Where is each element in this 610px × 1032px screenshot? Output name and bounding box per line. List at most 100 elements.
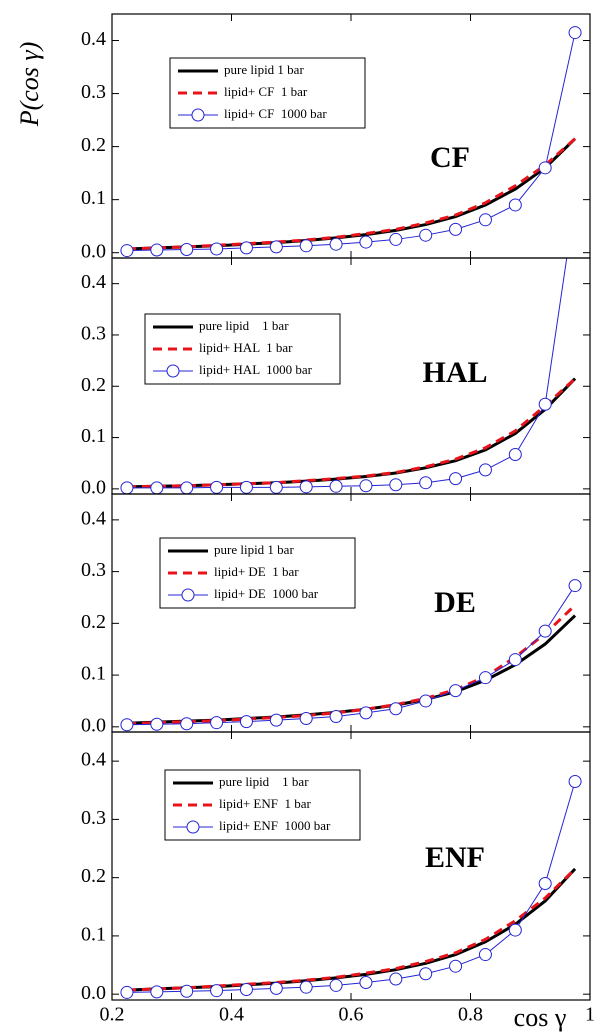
panel: 0.0 0.1 0.2 0.3 0.4 0.2 0.4 0.6 0.8 1 pure lipid 1… bbox=[81, 731, 595, 1032]
panel-annotation: ENF bbox=[425, 841, 485, 874]
series-line bbox=[126, 377, 577, 489]
y-tick-label: 0.2 bbox=[81, 611, 106, 633]
legend-label: lipid+ HAL 1000 bar bbox=[199, 362, 313, 377]
plot-frame bbox=[111, 731, 591, 1001]
data-point bbox=[180, 984, 194, 998]
y-tick-label: 0.4 bbox=[81, 749, 106, 771]
plot-frame bbox=[111, 493, 591, 733]
x-axis-label: cos γ bbox=[514, 1003, 567, 1032]
data-point bbox=[180, 481, 194, 494]
data-point bbox=[299, 480, 313, 494]
series-line bbox=[126, 32, 576, 252]
data-point bbox=[120, 244, 134, 258]
data-point bbox=[419, 228, 433, 242]
panel: 0.0 0.1 0.2 0.3 0.4 pure lipid 1 bar lipid+ CF… bbox=[15, 13, 591, 262]
data-point bbox=[180, 717, 194, 731]
legend-label: pure lipid 1 bar bbox=[219, 774, 309, 789]
legend: pure lipid 1 bar lipid+ DE 1 bar lipid+ DE… bbox=[159, 537, 356, 609]
legend-marker bbox=[186, 820, 200, 834]
series-line bbox=[126, 604, 577, 726]
data-point bbox=[299, 239, 313, 253]
legend: pure lipid 1 bar lipid+ CF 1 bar lipid+ CF… bbox=[169, 57, 366, 129]
legend-label: lipid+ CF 1 bar bbox=[224, 84, 308, 99]
data-point bbox=[210, 242, 224, 256]
data-point bbox=[329, 237, 343, 251]
data-point bbox=[508, 447, 522, 461]
plot-area bbox=[120, 258, 577, 494]
data-point bbox=[299, 712, 313, 726]
legend: pure lipid 1 bar lipid+ ENF 1 bar lipid+ E… bbox=[164, 769, 361, 841]
data-point bbox=[389, 702, 403, 716]
data-point bbox=[359, 976, 373, 990]
data-point bbox=[538, 876, 552, 890]
data-point bbox=[359, 706, 373, 720]
y-tick-label: 0.1 bbox=[81, 924, 106, 946]
data-point bbox=[389, 478, 403, 492]
series-line bbox=[126, 258, 568, 489]
data-point bbox=[120, 481, 134, 494]
y-tick-label: 0.0 bbox=[81, 476, 106, 498]
y-tick-label: 0.2 bbox=[81, 134, 106, 156]
data-point bbox=[538, 624, 552, 638]
y-tick-label: 0.1 bbox=[81, 663, 106, 685]
series-line bbox=[126, 867, 577, 992]
data-point bbox=[150, 717, 164, 731]
legend-label: pure lipid 1 bar bbox=[214, 542, 294, 557]
series-line bbox=[126, 614, 577, 725]
data-point bbox=[389, 232, 403, 246]
y-tick-label: 0.3 bbox=[81, 807, 106, 829]
y-tick-label: 0.4 bbox=[81, 271, 106, 293]
data-point bbox=[269, 713, 283, 727]
data-point bbox=[419, 967, 433, 981]
legend-label: pure lipid 1 bar bbox=[199, 318, 289, 333]
legend-marker bbox=[166, 364, 180, 378]
legend-marker bbox=[181, 588, 195, 602]
plot-area bbox=[120, 26, 582, 258]
data-point bbox=[538, 397, 552, 411]
legend-label: lipid+ DE 1000 bar bbox=[214, 586, 319, 601]
data-point bbox=[210, 716, 224, 730]
data-point bbox=[299, 980, 313, 994]
legend-label: lipid+ CF 1000 bar bbox=[224, 106, 327, 121]
data-point bbox=[478, 213, 492, 227]
data-point bbox=[150, 481, 164, 494]
data-point bbox=[210, 984, 224, 998]
data-point bbox=[508, 923, 522, 937]
series-line bbox=[126, 137, 577, 251]
data-point bbox=[449, 959, 463, 973]
data-point bbox=[389, 972, 403, 986]
data-point bbox=[568, 579, 582, 593]
data-point bbox=[359, 479, 373, 493]
data-point bbox=[478, 948, 492, 962]
data-point bbox=[210, 480, 224, 494]
y-tick-label: 0.2 bbox=[81, 374, 106, 396]
data-point bbox=[419, 694, 433, 708]
y-tick-label: 0.1 bbox=[81, 187, 106, 209]
series-line bbox=[126, 377, 577, 489]
x-tick-label: 0.8 bbox=[458, 1004, 483, 1026]
legend: pure lipid 1 bar lipid+ HAL 1 bar lipid+ H… bbox=[144, 313, 341, 385]
series-line bbox=[126, 585, 576, 726]
series-line bbox=[126, 867, 577, 992]
y-axis-label: P(cos γ) bbox=[15, 42, 44, 128]
y-tick-label: 0.4 bbox=[81, 28, 106, 50]
data-point bbox=[269, 480, 283, 494]
plot-frame bbox=[111, 13, 591, 259]
panel-annotation: CF bbox=[430, 141, 470, 174]
x-tick-label: 1 bbox=[585, 1004, 595, 1026]
data-point bbox=[449, 222, 463, 236]
panel-annotation: HAL bbox=[422, 356, 487, 389]
y-tick-label: 0.1 bbox=[81, 425, 106, 447]
x-tick-label: 0.2 bbox=[100, 1004, 125, 1026]
data-point bbox=[150, 985, 164, 999]
y-tick-label: 0.3 bbox=[81, 559, 106, 581]
y-tick-label: 0.0 bbox=[81, 982, 106, 1004]
data-point bbox=[508, 653, 522, 667]
data-point bbox=[568, 775, 582, 789]
y-tick-label: 0.3 bbox=[81, 81, 106, 103]
data-point bbox=[239, 983, 253, 997]
legend-marker bbox=[191, 108, 205, 122]
data-point bbox=[269, 240, 283, 254]
data-point bbox=[538, 161, 552, 175]
